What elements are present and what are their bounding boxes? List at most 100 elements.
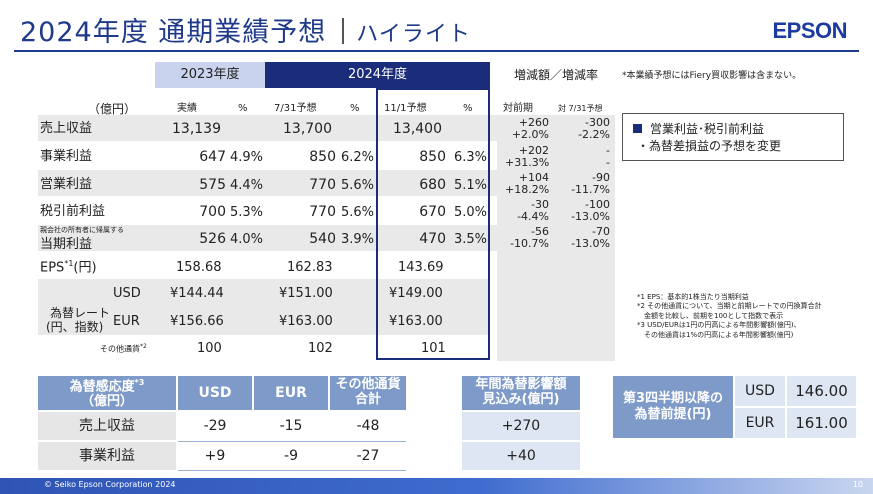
col-2023: 2023年度: [155, 62, 265, 88]
sens-col-other: その他通貨 合計: [330, 376, 406, 410]
row-value: 850: [309, 149, 336, 165]
row-value: 647: [199, 149, 226, 165]
row-value: 770: [309, 177, 336, 193]
diff-yoy: +104 +18.2%: [505, 171, 550, 196]
row-value: 470: [419, 231, 446, 247]
copyright: © Seiko Epson Corporation 2024: [44, 480, 176, 489]
sens-col-eur: EUR: [254, 376, 328, 410]
row-pct: 4.0%: [230, 232, 264, 247]
row-pct: 5.1%: [454, 178, 488, 193]
sens-row-other: -48: [356, 418, 380, 434]
sens-row-annual: +40: [462, 442, 580, 470]
sub-jul: 7/31予想: [274, 103, 317, 114]
fx-eur-2023: ¥156.66: [170, 314, 224, 329]
diff-vs-jul: -300 -2.2%: [578, 116, 610, 141]
fx-eur-nov: ¥163.00: [389, 314, 443, 329]
epson-logo: EPSON: [772, 18, 847, 43]
sub-pct-1: %: [238, 103, 248, 114]
bullet-square-icon: [633, 124, 642, 133]
eps-value: 158.68: [176, 260, 222, 275]
row-pct: 3.9%: [341, 232, 375, 247]
row-value: 575: [199, 177, 226, 193]
row-pct: 5.3%: [230, 205, 264, 220]
row-pct: 4.9%: [230, 150, 264, 165]
row-value: 13,700: [283, 121, 332, 137]
row-pct: 3.5%: [454, 232, 488, 247]
diff-yoy: -56 -10.7%: [510, 225, 549, 250]
footnotes: *1 EPS：基本的1株当たり当期利益 *2 その他通貨について、当期と前期レー…: [637, 293, 822, 339]
sens-divider: [178, 470, 406, 471]
page-title: 2024年度 通期業績予想 ハイライト: [20, 10, 471, 49]
diff-shade: [497, 115, 615, 249]
key-title: 営業利益･税引前利益: [650, 122, 765, 136]
row-label: 売上収益: [40, 121, 93, 136]
sens-row-usd: -29: [203, 418, 227, 434]
unit-label: （億円）: [88, 102, 137, 116]
note-top: *本業績予想にはFiery買収影響は含まない。: [622, 71, 802, 81]
page-number: 10: [852, 480, 863, 489]
sub-yoy: 対前期: [503, 103, 533, 114]
fx-eur-label: EUR: [113, 314, 140, 329]
fx-other-2023: 100: [197, 341, 222, 356]
sens-row-label: 売上収益: [38, 412, 176, 440]
sub-pct-2: %: [350, 103, 360, 114]
col-diff: 増減額／増減率: [513, 68, 598, 82]
row-value: 850: [419, 149, 446, 165]
row-value: 526: [199, 231, 226, 247]
row-value: 700: [199, 204, 226, 220]
eps-value: 162.83: [287, 260, 333, 275]
sens-col-usd: USD: [178, 376, 252, 410]
diff-vs-jul: -90 -11.7%: [571, 171, 610, 196]
footer-bar: [0, 478, 873, 494]
sub-actual: 実績: [177, 103, 197, 114]
key-point-box: 営業利益･税引前利益 ・為替差損益の予想を変更: [622, 113, 844, 161]
title-text: 2024年度 通期業績予想: [20, 17, 327, 48]
diff-vs-jul: --: [606, 144, 610, 169]
fx-usd-label: USD: [113, 286, 141, 301]
row-pct: 5.6%: [341, 178, 375, 193]
diff-yoy: -30 -4.4%: [517, 198, 549, 223]
fx-other-jul: 102: [308, 341, 333, 356]
sens-row-other: -27: [356, 448, 380, 464]
fx-eur-jul: ¥163.00: [279, 314, 333, 329]
row-label-small: 親会社の所有者に帰属する: [40, 226, 124, 234]
row-pct: 5.6%: [341, 205, 375, 220]
diff-yoy: +260 +2.0%: [511, 116, 549, 141]
row-value: 13,139: [172, 121, 221, 137]
eps-value: 143.69: [398, 260, 444, 275]
sub-pct-3: %: [463, 103, 473, 114]
premise-label: 第3四半期以降の 為替前提(円): [613, 376, 733, 438]
sens-col-annual: 年間為替影響額 見込み(億円): [462, 376, 580, 410]
key-item: ・為替差損益の予想を変更: [637, 139, 782, 154]
sens-row-eur: -9: [284, 448, 298, 464]
fx-other-nov: 101: [421, 341, 446, 356]
row-pct: 5.0%: [454, 205, 488, 220]
fx-usd-nov: ¥149.00: [389, 286, 443, 301]
sub-vs-jul: 対 7/31予想: [558, 104, 603, 113]
row-value: 13,400: [393, 121, 442, 137]
row-value: 670: [419, 204, 446, 220]
premise-eur-value: 161.00: [787, 408, 856, 438]
row-value: 770: [309, 204, 336, 220]
diff-vs-jul: -70 -13.0%: [571, 225, 610, 250]
diff-yoy: +202 +31.3%: [505, 144, 550, 169]
eps-label: EPS*1(円): [40, 259, 97, 276]
diff-vs-jul: -100 -13.0%: [571, 198, 610, 223]
row-value: 680: [419, 177, 446, 193]
diff-shade-lower: [497, 251, 615, 361]
fx-other-label: その他通貨*2: [100, 343, 147, 354]
header-rule: [14, 50, 859, 52]
sens-row-usd: +9: [204, 448, 226, 464]
fx-usd-2023: ¥144.44: [170, 286, 224, 301]
sens-row-label: 事業利益: [38, 442, 176, 470]
row-label: 税引前利益: [40, 204, 106, 219]
title-subtitle: ハイライト: [356, 22, 471, 47]
fx-usd-jul: ¥151.00: [279, 286, 333, 301]
premise-usd-value: 146.00: [787, 376, 856, 406]
row-label: 営業利益: [40, 177, 93, 192]
row-label: 事業利益: [40, 149, 93, 164]
row-pct: 6.2%: [341, 150, 375, 165]
fx-shade: [38, 279, 490, 335]
row-value: 540: [309, 231, 336, 247]
row-label: 当期利益: [40, 237, 93, 252]
